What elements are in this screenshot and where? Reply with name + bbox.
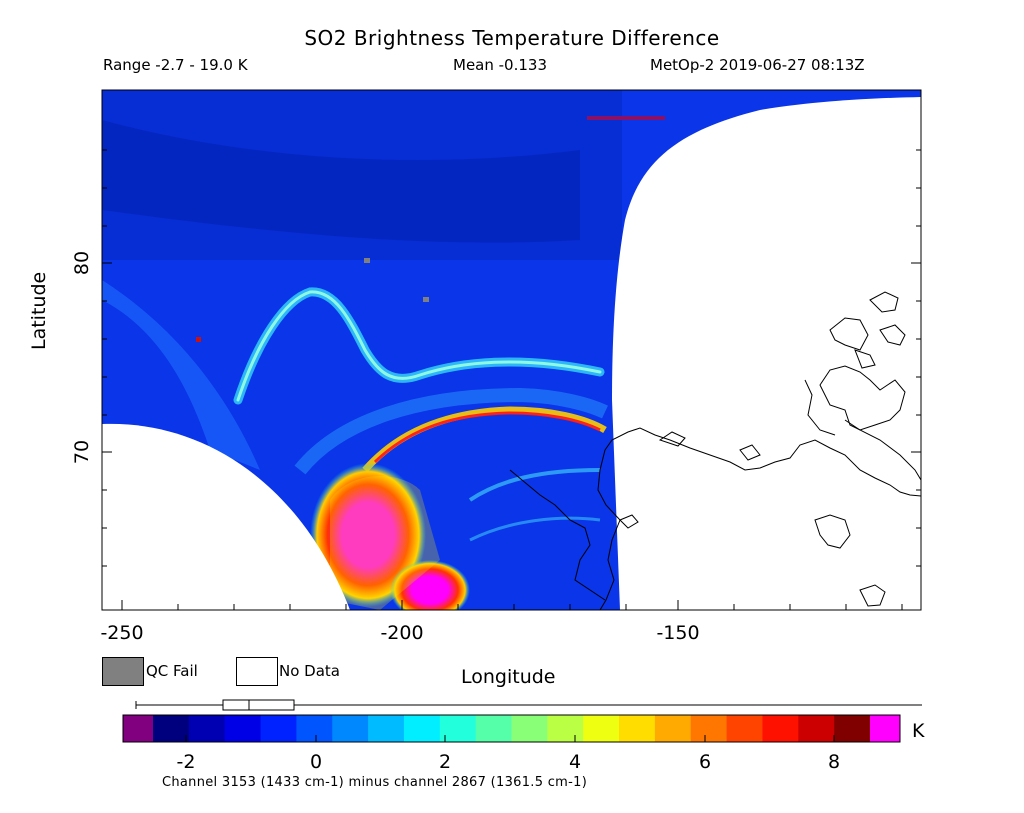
plume-band xyxy=(294,387,608,475)
axis-ticks xyxy=(102,149,921,610)
colorbar-unit: K xyxy=(912,720,925,742)
swath-dark-band xyxy=(102,90,622,260)
qc-fail-swatch xyxy=(102,657,144,686)
x-tick-label: -200 xyxy=(380,622,423,644)
map-title: SO2 Brightness Temperature Difference xyxy=(304,26,720,50)
colorbar-tick-label: 6 xyxy=(699,751,711,773)
y-tick-label: 80 xyxy=(71,251,93,275)
no-data-label: No Data xyxy=(279,662,340,680)
satellite-datetime-text: MetOp-2 2019-06-27 08:13Z xyxy=(650,56,865,74)
colorbar-segment xyxy=(511,715,548,742)
colorbar-segment xyxy=(153,715,190,742)
colorbar-segment xyxy=(619,715,656,742)
colorbar-tick-label: 0 xyxy=(310,751,322,773)
hot-pixel xyxy=(196,337,201,342)
plume-hot-arc xyxy=(373,411,601,464)
colorbar-segment xyxy=(726,715,763,742)
colorbar-segment xyxy=(547,715,584,742)
colorbar-segment xyxy=(260,715,297,742)
data-field xyxy=(102,90,921,610)
no-data-region-right xyxy=(612,97,921,610)
swath-dark-streak xyxy=(102,120,580,243)
no-data-region-left xyxy=(102,423,350,610)
plume-warm-zone xyxy=(330,476,440,610)
channel-footnote: Channel 3153 (1433 cm-1) minus channel 2… xyxy=(162,775,588,790)
colorbar-segment xyxy=(654,715,692,742)
y-tick-label: 70 xyxy=(71,440,93,464)
x-tick-label: -150 xyxy=(656,622,699,644)
mean-text: Mean -0.133 xyxy=(453,56,547,74)
colorbar-segment xyxy=(439,715,477,742)
coastlines xyxy=(509,291,921,610)
colorbar-segment xyxy=(690,715,728,742)
plume-hot-blob xyxy=(310,463,426,607)
plot-frame xyxy=(101,89,922,611)
colorbar-tick-label: 4 xyxy=(569,751,581,773)
colorbar-segment xyxy=(798,715,835,742)
colorbar-tick-label: 2 xyxy=(439,751,451,773)
colorbar xyxy=(123,715,900,742)
x-tick-label: -250 xyxy=(100,622,143,644)
x-axis-label: Longitude xyxy=(461,666,556,688)
no-data-swatch xyxy=(236,657,278,686)
qc-fail-pixel xyxy=(423,297,429,302)
colorbar-ticks xyxy=(185,735,835,742)
colorbar-segment xyxy=(188,715,226,742)
colorbar-segment xyxy=(834,715,871,742)
colorbar-segment xyxy=(475,715,512,742)
qc-fail-label: QC Fail xyxy=(146,662,198,680)
plume-arc-lower xyxy=(468,468,601,502)
anomaly-streak xyxy=(587,116,665,120)
qc-fail-pixel xyxy=(364,258,370,263)
colorbar-segment xyxy=(762,715,799,742)
colorbar-segment xyxy=(224,715,262,742)
colorbar-segment xyxy=(583,715,620,742)
colorbar-tick-label: -2 xyxy=(177,751,196,773)
range-text: Range -2.7 - 19.0 K xyxy=(103,56,248,74)
y-axis-label: Latitude xyxy=(28,271,50,350)
plume-hot-blob-2 xyxy=(390,560,470,610)
plume-hot-arc-outer xyxy=(362,406,607,473)
colorbar-segment xyxy=(123,715,153,742)
colorbar-segment xyxy=(368,715,405,742)
colorbar-segment xyxy=(296,715,333,742)
distribution-boxplot xyxy=(135,699,922,711)
colorbar-segment xyxy=(870,715,900,742)
colorbar-segment xyxy=(403,715,441,742)
plume-arc-core xyxy=(236,290,602,402)
swath-light-patch xyxy=(102,280,260,470)
colorbar-frame xyxy=(122,714,901,743)
colorbar-segment xyxy=(332,715,369,742)
plume-arc-lower-2 xyxy=(469,516,601,542)
colorbar-tick-label: 8 xyxy=(828,751,840,773)
